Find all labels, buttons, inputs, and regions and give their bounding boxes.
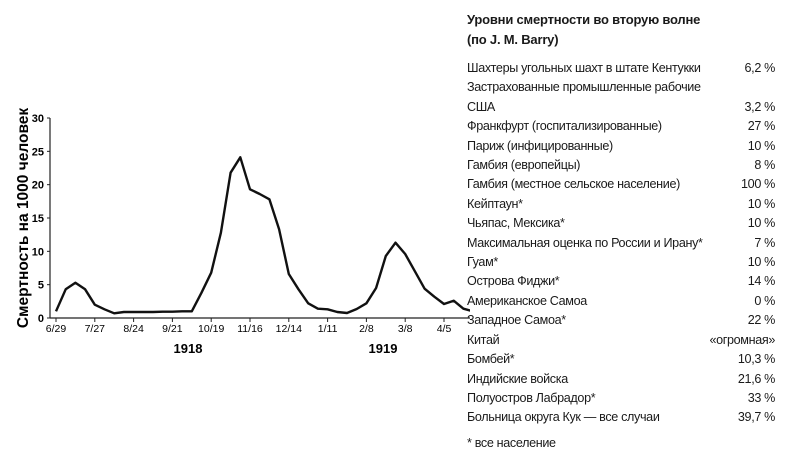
- table-row: Франкфурт (госпитализированные) 27 %: [467, 117, 775, 136]
- table-row: Острова Фиджи* 14 %: [467, 272, 775, 291]
- mortality-rates-table: Уровни смертности во вторую волне (по J. …: [467, 10, 775, 450]
- row-value: 8 %: [754, 158, 775, 173]
- table-title-line1: Уровни смертности во вторую волне: [467, 12, 701, 27]
- row-value: 3,2 %: [744, 99, 776, 114]
- row-label: Китай: [467, 332, 500, 347]
- x-tick-label: 4/5: [437, 323, 452, 335]
- table-row: Китай «огромная»: [467, 331, 775, 350]
- row-label: Кейптаун*: [467, 196, 523, 211]
- row-value: 14 %: [747, 274, 776, 289]
- table-title-line2: (по J. M. Barry): [467, 32, 559, 47]
- table-title: Уровни смертности во вторую волне (по J. …: [467, 10, 775, 50]
- table-row: Застрахованные промышленные рабочие США 3…: [467, 78, 775, 117]
- mortality-series-line: [54, 156, 470, 315]
- x-tick-label: 1/11: [318, 323, 338, 335]
- row-value: 0 %: [754, 293, 775, 308]
- row-value: 27 %: [747, 119, 776, 134]
- x-tick-label: 12/14: [276, 323, 302, 335]
- x-tick-label: 8/24: [123, 323, 144, 335]
- x-tick-label: 7/27: [85, 323, 106, 335]
- table-row: Чьяпас, Мексика* 10 %: [467, 214, 775, 233]
- x-tick-label: 2/8: [359, 323, 374, 335]
- table-footnote: * все население: [467, 435, 556, 450]
- row-label: Полуостров Лабрадор*: [467, 390, 596, 405]
- row-label: Шахтеры угольных шахт в штате Кентукки: [467, 61, 701, 75]
- row-value: 39,7 %: [737, 410, 775, 425]
- row-value: 10 %: [747, 196, 776, 211]
- x-tick-label: 10/19: [198, 323, 224, 335]
- row-value: 10 %: [747, 255, 776, 270]
- row-value: 10 %: [747, 216, 776, 231]
- table-row: Бомбей* 10,3 %: [467, 350, 775, 369]
- row-value: 10 %: [747, 138, 776, 153]
- row-label: Гамбия (местное сельское население): [467, 177, 680, 192]
- row-label: Индийские войска: [467, 371, 568, 386]
- y-tick-label: 5: [38, 280, 44, 292]
- x-tick-label: 9/21: [162, 323, 183, 335]
- table-row: Индийские войска 21,6 %: [467, 370, 775, 389]
- row-label: Максимальная оценка по России и Ирану*: [467, 235, 703, 250]
- row-label: Чьяпас, Мексика*: [467, 216, 565, 231]
- table-row: Гуам* 10 %: [467, 253, 775, 272]
- row-label: Бомбей*: [467, 352, 515, 367]
- table-row: Больница округа Кук — все случаи 39,7 %: [467, 408, 775, 427]
- x-tick-label: 11/16: [237, 323, 263, 335]
- row-label: Франкфурт (госпитализированные): [467, 119, 662, 134]
- y-tick-label: 30: [32, 113, 44, 125]
- row-value: «огромная»: [709, 332, 775, 347]
- x-tick-label: 6/29: [46, 323, 67, 335]
- row-label: Гуам*: [467, 255, 498, 270]
- row-label: Гамбия (европейцы): [467, 158, 581, 173]
- table-row: Париж (инфицированные) 10 %: [467, 137, 775, 156]
- year-label-1919: 1919: [369, 341, 398, 356]
- row-value: 22 %: [747, 313, 776, 328]
- y-tick-label: 10: [32, 246, 44, 258]
- x-tick-label: 3/8: [398, 323, 413, 335]
- table-row: Полуостров Лабрадор* 33 %: [467, 389, 775, 408]
- y-tick-label: 25: [32, 146, 44, 158]
- row-value: 21,6 %: [737, 371, 775, 386]
- table-row: Гамбия (местное сельское население) 100 %: [467, 175, 775, 194]
- row-value: 33 %: [747, 390, 776, 405]
- row-value: 10,3 %: [737, 352, 775, 367]
- y-tick-label: 20: [32, 180, 44, 192]
- table-row: Гамбия (европейцы) 8 %: [467, 156, 775, 175]
- row-label: Острова Фиджи*: [467, 274, 560, 289]
- table-row: Западное Самоа* 22 %: [467, 311, 775, 330]
- y-axis-label: Смертность на 1000 человек: [15, 108, 32, 329]
- mortality-line-chart: Смертность на 1000 человек 0 5 10 15 20 25 30 6…: [15, 108, 470, 356]
- row-label: Больница округа Кук — все случаи: [467, 410, 660, 425]
- table-row: Кейптаун* 10 %: [467, 195, 775, 214]
- row-value: 7 %: [754, 235, 775, 250]
- row-label: Париж (инфицированные): [467, 138, 613, 153]
- table-row: Американское Самоа 0 %: [467, 292, 775, 311]
- y-tick-label: 0: [38, 313, 44, 325]
- row-label: Американское Самоа: [467, 293, 587, 308]
- row-label: Западное Самоа*: [467, 313, 566, 328]
- year-label-1918: 1918: [174, 341, 203, 356]
- table-row: Максимальная оценка по России и Ирану* 7 …: [467, 234, 775, 253]
- row-value: 100 %: [741, 177, 775, 192]
- y-tick-label: 15: [32, 213, 44, 225]
- table-row: Шахтеры угольных шахт в штате Кентукки 6,…: [467, 59, 775, 78]
- row-value: 6,2 %: [744, 61, 776, 75]
- row-label: Застрахованные промышленные рабочие США: [467, 80, 701, 114]
